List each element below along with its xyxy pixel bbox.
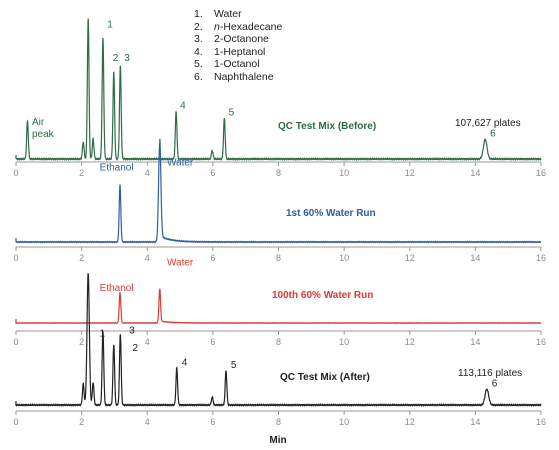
peak-label: 3 xyxy=(124,53,130,64)
x-tick-label: 2 xyxy=(79,168,84,178)
peak-label: 4 xyxy=(182,357,188,368)
panel-title: 100th 60% Water Run xyxy=(272,290,373,301)
peak-label: Water xyxy=(167,258,194,269)
panel-title: QC Test Mix (After) xyxy=(280,372,370,383)
x-tick-label: 16 xyxy=(536,337,546,347)
x-tick-label: 6 xyxy=(210,417,215,427)
peak-label: 5 xyxy=(229,108,235,119)
x-tick-label: 10 xyxy=(339,253,349,263)
panel-title: 1st 60% Water Run xyxy=(286,208,376,219)
x-tick-label: 6 xyxy=(210,168,215,178)
peak-label: 1 xyxy=(107,19,113,30)
peak-label: Ethanol xyxy=(100,162,134,173)
x-tick-label: 0 xyxy=(13,417,18,427)
plates-count: 107,627 plates xyxy=(455,118,521,129)
x-tick-label: 8 xyxy=(276,253,281,263)
x-tick-label: 10 xyxy=(339,417,349,427)
x-tick-label: 4 xyxy=(145,337,150,347)
x-tick-label: 14 xyxy=(470,417,480,427)
x-tick-label: 0 xyxy=(13,168,18,178)
x-tick-label: 14 xyxy=(470,168,480,178)
x-tick-label: 6 xyxy=(210,337,215,347)
x-tick-label: 12 xyxy=(405,337,415,347)
x-tick-label: 4 xyxy=(145,168,150,178)
x-tick-label: 10 xyxy=(339,168,349,178)
series-trace xyxy=(15,18,542,161)
peak-label: 6 xyxy=(490,129,496,140)
legend-item: 1. Water xyxy=(194,8,242,20)
x-tick-label: 12 xyxy=(405,417,415,427)
air-peak-annotation: peak xyxy=(32,129,55,140)
x-axis-label: Min xyxy=(269,435,286,446)
x-tick-label: 0 xyxy=(13,253,18,263)
x-tick-label: 2 xyxy=(79,417,84,427)
legend: 1. Water 2. n-Hexadecane 3. 2-Octanone 4. 1-… xyxy=(194,8,282,84)
legend-item: 6. Naphthalene xyxy=(194,70,274,83)
x-tick-label: 4 xyxy=(145,417,150,427)
x-tick-label: 10 xyxy=(339,337,349,347)
x-tick-label: 12 xyxy=(405,253,415,263)
panel-title: QC Test Mix (Before) xyxy=(278,121,376,132)
peak-label: 3 xyxy=(129,326,135,337)
x-tick-label: 16 xyxy=(536,417,546,427)
series-trace xyxy=(15,273,542,407)
x-tick-label: 16 xyxy=(536,168,546,178)
peak-label: 5 xyxy=(231,360,237,371)
x-tick-label: 4 xyxy=(145,253,150,263)
series-trace xyxy=(15,138,542,244)
legend-item: 3. 2-Octanone xyxy=(194,33,269,46)
x-tick-label: 6 xyxy=(210,253,215,263)
peak-label: Ethanol xyxy=(100,283,134,294)
series-trace xyxy=(15,288,542,325)
x-tick-label: 14 xyxy=(470,337,480,347)
peak-label: 2 xyxy=(113,53,119,64)
legend-item: 4. 1-Heptanol xyxy=(194,45,266,58)
peak-label: 2 xyxy=(132,343,138,354)
x-tick-label: 12 xyxy=(405,168,415,178)
plates-count: 113,116 plates xyxy=(458,368,522,379)
x-tick-label: 14 xyxy=(470,253,480,263)
peak-label: 1 xyxy=(100,328,106,339)
legend-item: 2. n-Hexadecane xyxy=(194,20,283,33)
x-tick-label: 8 xyxy=(276,337,281,347)
x-tick-label: 8 xyxy=(276,168,281,178)
peak-label: 4 xyxy=(180,101,186,112)
x-tick-label: 8 xyxy=(276,417,281,427)
peak-label: 6 xyxy=(492,379,498,390)
x-tick-label: 2 xyxy=(79,337,84,347)
legend-item: 5. 1-Octanol xyxy=(194,58,260,71)
x-tick-label: 16 xyxy=(536,253,546,263)
x-tick-label: 0 xyxy=(13,337,18,347)
x-tick-label: 2 xyxy=(79,253,84,263)
air-peak-annotation: Air xyxy=(32,117,45,128)
peak-label: Water xyxy=(167,158,194,169)
